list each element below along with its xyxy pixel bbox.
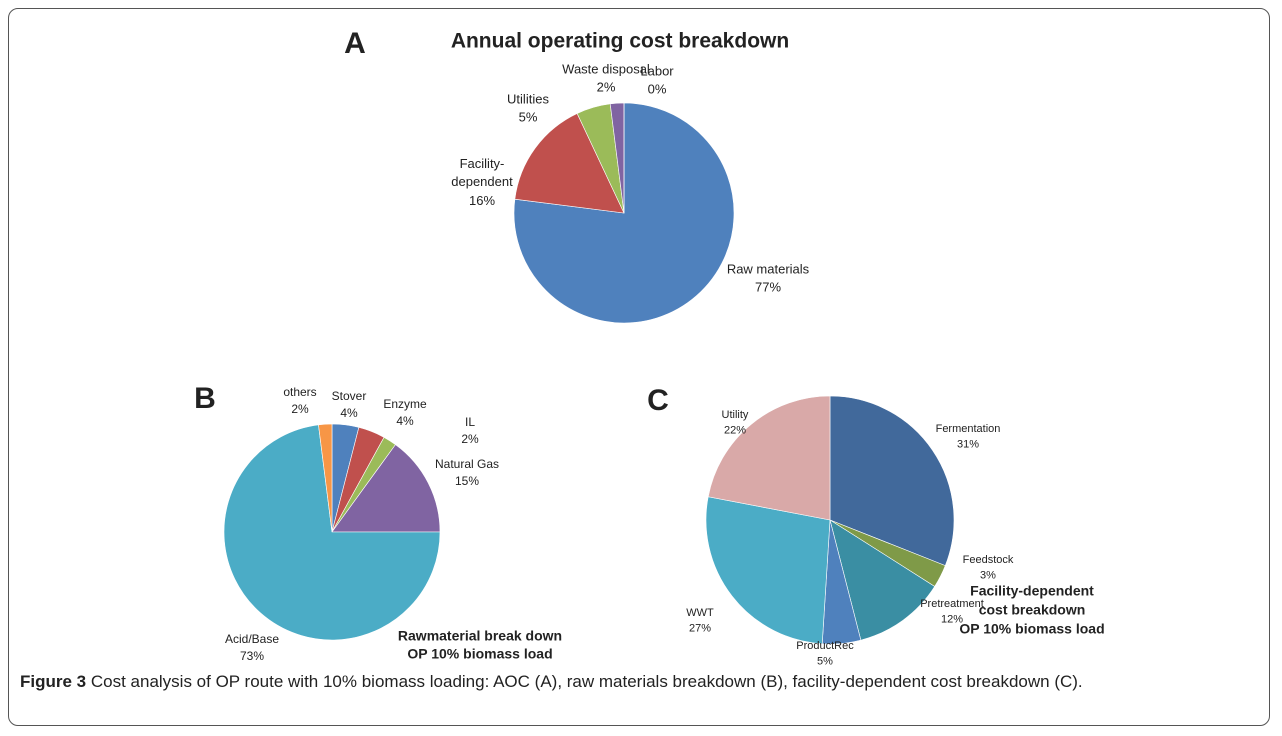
panel-letter: A (344, 27, 366, 60)
slice-label: Acid/Base (225, 632, 279, 646)
chart-subtitle: Facility-dependent (970, 583, 1094, 599)
slice-value-label: 77% (755, 280, 781, 295)
pie-slice (331, 444, 441, 533)
slice-value-label: 0% (648, 82, 667, 97)
slice-value-label: 2% (291, 402, 309, 416)
slice-label: Waste disposal (562, 61, 650, 76)
slice-value-label: 3% (980, 569, 996, 581)
slice-label: Facility-dependent (451, 156, 513, 189)
slice-label: Enzyme (383, 397, 427, 411)
panel-letter: B (194, 382, 216, 415)
slice-label: IL (465, 415, 475, 429)
slice-label: Utility (722, 409, 749, 421)
slice-value-label: 15% (455, 474, 479, 488)
caption: Figure 3 Cost analysis of OP route with … (20, 670, 1250, 694)
chart-title: Annual operating cost breakdown (451, 30, 789, 53)
slice-label: Feedstock (963, 554, 1014, 566)
slice-value-label: 4% (396, 414, 414, 428)
figure-frame (8, 8, 1270, 726)
pie-slice (223, 424, 441, 641)
chart-subtitle: OP 10% biomass load (959, 621, 1104, 637)
slice-label: Natural Gas (435, 457, 499, 471)
pie-slice (707, 395, 831, 521)
pie-slice (318, 423, 333, 533)
slice-value-label: 5% (519, 110, 538, 125)
slice-label: Pretreatment (920, 598, 984, 610)
caption-label: Figure 3 (20, 672, 87, 691)
slice-value-label: 2% (597, 80, 616, 95)
slice-value-label: 22% (724, 424, 746, 436)
pie-slice (829, 395, 955, 567)
pie-slice (514, 113, 625, 214)
slice-label: others (283, 385, 316, 399)
slice-label: Stover (332, 389, 367, 403)
slice-label: Utilities (507, 91, 549, 106)
slice-value-label: 27% (689, 622, 711, 634)
slice-value-label: 31% (957, 438, 979, 450)
chart-subtitle: Rawmaterial break down (398, 628, 562, 644)
chart-subtitle: cost breakdown (979, 602, 1086, 618)
slice-label: Fermentation (936, 423, 1001, 435)
chart-subtitle: OP 10% biomass load (407, 646, 552, 662)
slice-value-label: 5% (817, 655, 833, 667)
slice-value-label: 12% (941, 613, 963, 625)
slice-label: ProductRec (796, 640, 854, 652)
pie-slice (705, 496, 831, 645)
slice-value-label: 4% (340, 406, 358, 420)
slice-label: WWT (686, 607, 714, 619)
slice-value-label: 2% (461, 432, 479, 446)
caption-text: Cost analysis of OP route with 10% bioma… (90, 672, 1083, 691)
panel-letter: C (647, 384, 669, 417)
pie-slice (829, 519, 936, 641)
slice-label: Labor (640, 63, 674, 78)
slice-value-label: 73% (240, 649, 264, 663)
slice-value-label: 16% (469, 193, 495, 208)
slice-label: Raw materials (727, 261, 810, 276)
figure: A Annual operating cost breakdown Raw mate… (194, 27, 1104, 667)
